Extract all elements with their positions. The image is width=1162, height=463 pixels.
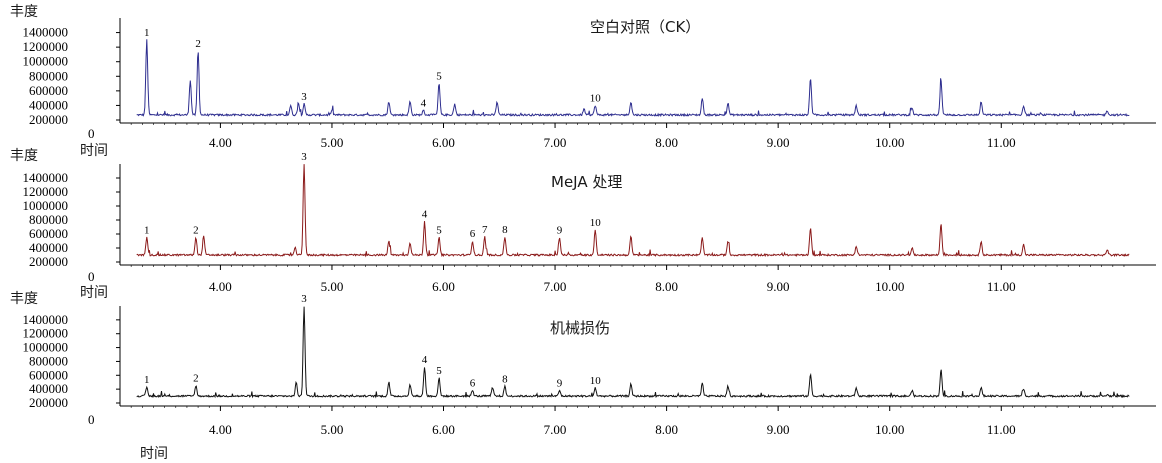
panel-ck: 丰度 时间 空白对照（CK） 0 20000040000060000080000… bbox=[10, 4, 1156, 159]
series-line bbox=[136, 39, 1130, 118]
x-axis-label: 时间 bbox=[80, 143, 108, 159]
peak-label: 5 bbox=[436, 225, 442, 237]
x-tick-label: 8.00 bbox=[655, 279, 678, 294]
panel-title: 空白对照（CK） bbox=[590, 18, 700, 36]
y-tick-label: 400000 bbox=[29, 240, 68, 255]
y-tick-label: 1200000 bbox=[23, 326, 69, 341]
x-tick-label: 11.00 bbox=[987, 279, 1016, 294]
x-tick-label: 9.00 bbox=[767, 135, 790, 150]
x-tick-label: 10.00 bbox=[875, 279, 904, 294]
panel-meja: 丰度 时间 MeJA 处理 0 200000400000600000800000… bbox=[10, 148, 1156, 301]
y-tick-label: 1400000 bbox=[23, 25, 69, 40]
series-line bbox=[136, 164, 1130, 258]
peak-label: 4 bbox=[422, 208, 428, 220]
peak-label: 1 bbox=[144, 27, 150, 39]
peak-label: 10 bbox=[590, 375, 602, 387]
x-tick-label: 6.00 bbox=[432, 135, 455, 150]
y-tick-label: 1400000 bbox=[23, 312, 69, 327]
peak-label: 1 bbox=[144, 225, 150, 237]
y-axis-label: 丰度 bbox=[10, 4, 38, 20]
x-tick-label: 9.00 bbox=[767, 279, 790, 294]
zero-label: 0 bbox=[88, 412, 95, 427]
y-tick-label: 200000 bbox=[29, 112, 68, 127]
x-tick-label: 7.00 bbox=[544, 422, 567, 437]
x-tick-label: 4.00 bbox=[209, 135, 232, 150]
x-tick-label: 8.00 bbox=[655, 135, 678, 150]
peak-label: 8 bbox=[502, 224, 508, 236]
peak-label: 9 bbox=[557, 225, 563, 237]
y-tick-label: 800000 bbox=[29, 212, 68, 227]
peak-label: 10 bbox=[590, 92, 602, 104]
x-axis-label: 时间 bbox=[80, 285, 108, 301]
x-tick-label: 11.00 bbox=[987, 135, 1016, 150]
series-line bbox=[136, 306, 1130, 399]
x-tick-label: 5.00 bbox=[321, 279, 344, 294]
peak-label: 2 bbox=[193, 225, 199, 237]
y-tick-label: 800000 bbox=[29, 353, 68, 368]
y-axis-label: 丰度 bbox=[10, 148, 38, 164]
x-tick-label: 7.00 bbox=[544, 135, 567, 150]
peak-label: 1 bbox=[144, 374, 150, 386]
y-tick-label: 600000 bbox=[29, 83, 68, 98]
zero-label: 0 bbox=[88, 269, 95, 284]
peak-label: 2 bbox=[193, 373, 199, 385]
x-tick-label: 5.00 bbox=[321, 422, 344, 437]
y-tick-label: 600000 bbox=[29, 367, 68, 382]
y-tick-label: 200000 bbox=[29, 395, 68, 410]
y-tick-label: 600000 bbox=[29, 226, 68, 241]
peak-label: 7 bbox=[482, 224, 488, 236]
y-tick-label: 400000 bbox=[29, 381, 68, 396]
peak-label: 3 bbox=[301, 293, 307, 305]
peak-label: 6 bbox=[470, 378, 476, 390]
peak-label: 8 bbox=[502, 373, 508, 385]
x-tick-label: 11.00 bbox=[987, 422, 1016, 437]
x-tick-label: 4.00 bbox=[209, 279, 232, 294]
panel-mechanical-damage: 丰度 时间 机械损伤 0 200000400000600000800000100… bbox=[10, 291, 1156, 462]
y-tick-label: 1000000 bbox=[23, 54, 69, 69]
peak-label: 3 bbox=[301, 91, 307, 103]
y-tick-label: 800000 bbox=[29, 68, 68, 83]
peak-label: 10 bbox=[590, 217, 602, 229]
peak-label: 9 bbox=[557, 378, 563, 390]
panel-title: MeJA 处理 bbox=[551, 173, 622, 191]
peak-label: 4 bbox=[421, 98, 427, 110]
y-tick-label: 400000 bbox=[29, 97, 68, 112]
y-tick-label: 1000000 bbox=[23, 198, 69, 213]
panel-title: 机械损伤 bbox=[550, 319, 610, 337]
peak-label: 3 bbox=[301, 151, 307, 163]
x-tick-label: 6.00 bbox=[432, 422, 455, 437]
x-tick-label: 9.00 bbox=[767, 422, 790, 437]
x-tick-label: 8.00 bbox=[655, 422, 678, 437]
peak-label: 6 bbox=[470, 228, 476, 240]
peak-label: 5 bbox=[436, 71, 442, 83]
y-axis-label: 丰度 bbox=[10, 291, 38, 307]
x-tick-label: 7.00 bbox=[544, 279, 567, 294]
x-axis-label: 时间 bbox=[140, 446, 168, 462]
y-tick-label: 1200000 bbox=[23, 184, 69, 199]
zero-label: 0 bbox=[88, 126, 95, 141]
x-tick-label: 10.00 bbox=[875, 135, 904, 150]
peak-label: 5 bbox=[436, 365, 442, 377]
x-tick-label: 6.00 bbox=[432, 279, 455, 294]
peak-label: 2 bbox=[195, 38, 201, 50]
y-tick-label: 1400000 bbox=[23, 170, 69, 185]
x-tick-label: 10.00 bbox=[875, 422, 904, 437]
peak-label: 4 bbox=[422, 354, 428, 366]
x-tick-label: 4.00 bbox=[209, 422, 232, 437]
x-tick-label: 5.00 bbox=[321, 135, 344, 150]
y-tick-label: 1200000 bbox=[23, 39, 69, 54]
y-tick-label: 1000000 bbox=[23, 340, 69, 355]
y-tick-label: 200000 bbox=[29, 254, 68, 269]
